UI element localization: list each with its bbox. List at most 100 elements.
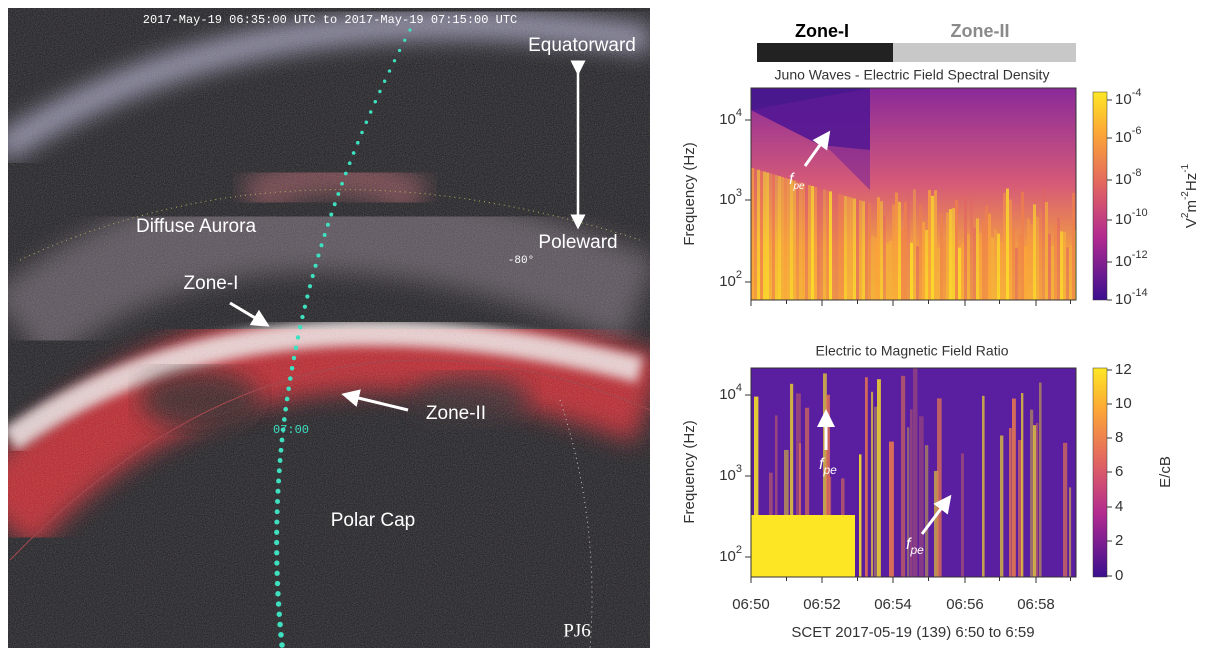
unit-exponent: -1 xyxy=(1180,163,1191,172)
footprint-dot xyxy=(280,438,285,443)
tick-exponent: 3 xyxy=(736,463,742,475)
colorbar-unit: V2m-2Hz-1 xyxy=(1180,163,1200,228)
footprint-dot xyxy=(408,28,411,31)
spectrogram-column xyxy=(1024,246,1027,300)
spectrogram-column xyxy=(973,228,976,300)
spectrogram-column xyxy=(967,234,970,300)
spectrogram-column xyxy=(1015,248,1018,300)
spectrogram-column xyxy=(961,453,964,577)
spectrogram-column xyxy=(1060,231,1063,300)
unit-part: V xyxy=(1183,218,1200,228)
tick-base: 10 xyxy=(1115,211,1132,228)
spectrogram-column xyxy=(868,203,871,300)
spectrogram-column xyxy=(898,202,901,300)
spectrogram-column xyxy=(901,376,905,577)
footprint-dot xyxy=(348,161,352,165)
spectrogram-column xyxy=(952,208,955,300)
spectrogram-column xyxy=(949,209,952,300)
footprint-dot xyxy=(344,172,348,176)
spectrogram-column xyxy=(994,229,997,300)
spectrogram-column xyxy=(976,218,979,300)
tick-base: 10 xyxy=(719,548,736,565)
spectrogram-column xyxy=(889,442,894,577)
spectrogram-column xyxy=(1030,224,1033,300)
spectrogram-column xyxy=(991,237,994,300)
spectrogram-column xyxy=(775,175,778,300)
zone-1-label: Zone-I xyxy=(184,273,239,294)
spectrogram-column xyxy=(946,212,949,300)
spectrogram-column xyxy=(1012,228,1015,300)
colorbar-tick-label: 10-6 xyxy=(1115,125,1141,146)
footprint-dot xyxy=(276,601,281,606)
spectrogram-column xyxy=(778,176,781,300)
spectrogram-column xyxy=(1042,188,1045,300)
spectrogram-column xyxy=(1063,443,1067,577)
colorbar-tick-label: 12 xyxy=(1115,361,1132,378)
spectrogram-column xyxy=(757,170,760,300)
y-tick-label: 102 xyxy=(719,544,742,565)
spectrogram-column xyxy=(931,196,934,300)
spectrogram-column xyxy=(799,182,802,300)
tick-base: 10 xyxy=(719,467,736,484)
tick-exponent: 4 xyxy=(736,382,742,394)
spectrogram-column xyxy=(1069,245,1072,300)
spectrogram-column xyxy=(1027,219,1030,300)
footprint-dot xyxy=(313,264,317,268)
spectrogram-column xyxy=(826,191,829,301)
spectrogram-column xyxy=(784,178,787,300)
spectrogram-column xyxy=(817,188,820,300)
spectrogram-column xyxy=(1036,423,1038,577)
subscript: pe xyxy=(909,543,924,557)
spectrogram-column xyxy=(847,197,850,300)
footprint-dot xyxy=(316,253,320,257)
footprint-dot xyxy=(290,366,295,371)
footprint-dot xyxy=(365,120,369,124)
colorbar-tick-label: 8 xyxy=(1115,429,1123,446)
spectrogram-column xyxy=(907,427,909,577)
footprint-dot xyxy=(323,233,327,237)
footprint-dot xyxy=(278,632,284,638)
spectrogram-column xyxy=(841,195,844,300)
colorbar-tick-label: 0 xyxy=(1115,567,1123,584)
footprint-dot xyxy=(279,448,284,453)
spectrogram-column xyxy=(880,201,883,300)
colorbar xyxy=(1093,92,1107,300)
spectrogram-column xyxy=(1039,383,1042,577)
footprint-dot xyxy=(277,622,283,628)
spectrogram-column xyxy=(811,186,814,300)
tick-exponent: -6 xyxy=(1132,125,1142,137)
footprint-dot xyxy=(326,223,330,227)
footprint-dot xyxy=(383,80,386,83)
spectrogram-column xyxy=(940,213,943,300)
spectrogram-column xyxy=(889,241,892,300)
footprint-dot xyxy=(311,274,315,278)
colorbar-tick-label: 10-14 xyxy=(1115,287,1148,308)
spectrogram-column xyxy=(1030,410,1033,577)
spectrogram-column xyxy=(853,199,856,300)
high-ratio-block xyxy=(751,515,855,577)
spectrogram-column xyxy=(955,200,958,300)
polar-cap-label: Polar Cap xyxy=(331,510,416,531)
footprint-dot xyxy=(286,386,291,391)
footprint-dot xyxy=(275,509,280,514)
footprint-dot xyxy=(274,560,279,565)
footprint-dot xyxy=(369,110,373,114)
spectrogram-column xyxy=(859,454,861,577)
spectrogram-column xyxy=(901,229,904,300)
footprint-dot xyxy=(294,346,298,350)
footprint-dot xyxy=(285,397,290,402)
unit-part: Hz xyxy=(1183,173,1200,191)
tick-exponent: 3 xyxy=(736,187,742,199)
spectrogram-column xyxy=(877,197,880,300)
footprint-dot xyxy=(283,407,288,412)
spectrogram-column xyxy=(865,377,868,577)
spectrogram-column xyxy=(838,194,841,300)
spectrogram-column xyxy=(1021,192,1024,300)
poleward-label: Poleward xyxy=(538,232,617,253)
spectrogram-column xyxy=(1051,246,1054,300)
y-tick-label: 103 xyxy=(719,187,742,208)
spectrogram-column xyxy=(1063,232,1066,300)
footprint-dot xyxy=(274,550,279,555)
spectrogram-column xyxy=(916,246,919,300)
footprint-dot xyxy=(274,530,279,535)
